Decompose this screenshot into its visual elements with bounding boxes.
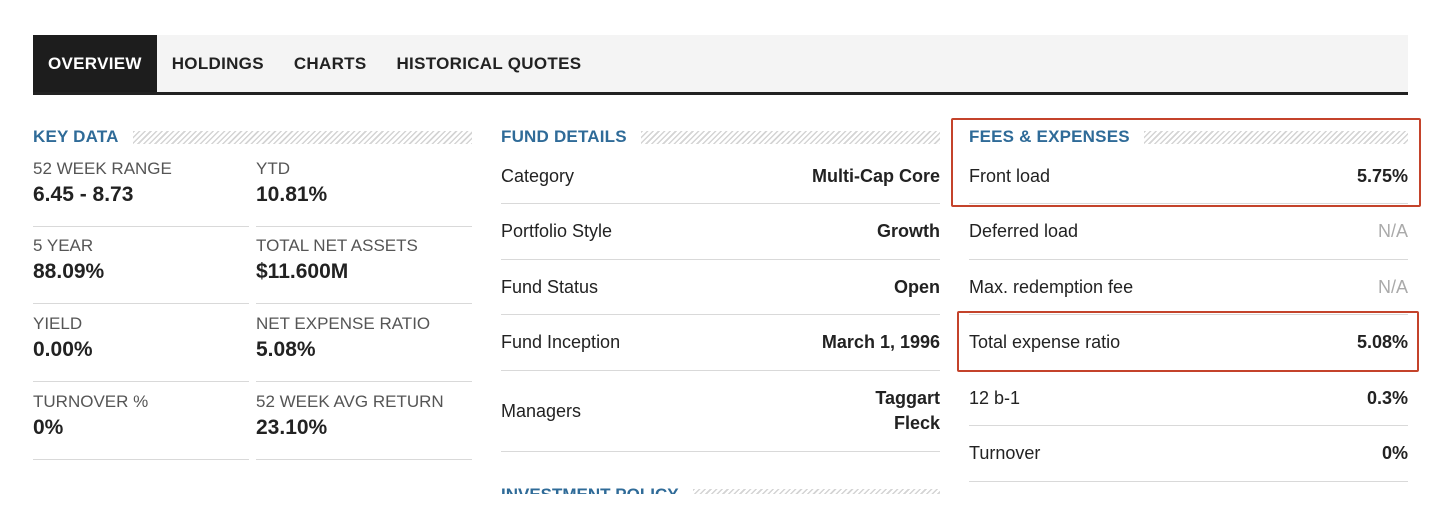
row-label: Deferred load [969,221,1079,241]
key-data-value: $11.600M [256,260,349,283]
key-data-label: 52 WEEK AVG RETURN [256,392,444,411]
key-data-label: TURNOVER % [33,392,149,411]
key-data-label: YTD [256,159,290,178]
key-data-label: TOTAL NET ASSETS [256,236,418,255]
key-data-label: 52 WEEK RANGE [33,159,172,178]
hatch-divider [692,488,940,494]
key-data-yield: YIELD 0.00% [33,308,249,382]
key-data-value: 10.81% [256,183,328,206]
row-label: Front load [969,166,1051,186]
row-value: N/A [1377,221,1408,241]
row-value: 5.08% [1356,332,1408,352]
highlight-box-front-load [951,118,1421,207]
manager-name: Fleck [893,413,940,433]
key-data-value: 0% [33,416,64,439]
row-label: Fund Status [501,276,599,297]
tab-holdings[interactable]: HOLDINGS [171,53,264,73]
fund-details-row-fund-status: Fund Status Open [501,260,940,315]
row-value: Open [893,276,940,297]
fees-row-turnover: Turnover 0% [969,426,1408,482]
row-value: Multi-Cap Core [812,166,940,186]
fund-details-row-managers: Managers Taggart Fleck [501,371,940,452]
key-data-value: 88.09% [33,260,105,283]
row-label: Managers [501,400,582,421]
row-label: Portfolio Style [501,221,613,241]
row-label: Fund Inception [501,332,621,352]
hatch-divider [1143,130,1408,144]
key-data-value: 5.08% [256,338,316,361]
highlight-box-total-expense-ratio [957,311,1419,372]
row-value: March 1, 1996 [821,332,940,352]
manager-name: Taggart [875,388,940,408]
key-data-ytd: YTD 10.81% [256,153,472,227]
key-data-value: 0.00% [33,338,93,361]
key-data-turnover: TURNOVER % 0% [33,386,249,460]
row-label: Max. redemption fee [969,276,1134,297]
tab-bar: OVERVIEW HOLDINGS CHARTS HISTORICAL QUOT… [33,35,1408,95]
fees-expenses-header: FEES & EXPENSES [969,127,1408,147]
key-data-5-year: 5 YEAR 88.09% [33,230,249,304]
row-value: N/A [1377,276,1408,297]
fund-details-row-category: Category Multi-Cap Core [501,150,940,204]
key-data-label: NET EXPENSE RATIO [256,314,431,333]
fund-details-row-portfolio-style: Portfolio Style Growth [501,204,940,260]
investment-policy-header: INVESTMENT POLICY [501,484,940,494]
hatch-divider [132,130,472,144]
row-label: 12 b-1 [969,387,1021,408]
fund-details-title: FUND DETAILS [501,127,627,146]
fund-details-header: FUND DETAILS [501,127,940,147]
row-label: Total expense ratio [969,332,1121,352]
key-data-label: 5 YEAR [33,236,94,255]
key-data-value: 23.10% [256,416,328,439]
key-data-title: KEY DATA [33,127,119,146]
managers-value: Taggart Fleck [875,386,940,436]
hatch-divider [640,130,940,144]
key-data-header: KEY DATA [33,127,472,147]
fees-expenses-title: FEES & EXPENSES [969,127,1130,146]
key-data-label: YIELD [33,314,83,333]
tab-historical-quotes[interactable]: HISTORICAL QUOTES [396,53,582,73]
row-label: Turnover [969,443,1041,463]
key-data-value: 6.45 - 8.73 [33,183,134,206]
fund-details-row-fund-inception: Fund Inception March 1, 1996 [501,315,940,371]
fees-row-deferred-load: Deferred load N/A [969,204,1408,260]
key-data-52-week-range: 52 WEEK RANGE 6.45 - 8.73 [33,153,249,227]
row-value: 0% [1381,443,1408,463]
row-label: Category [501,166,575,186]
tab-charts[interactable]: CHARTS [293,53,367,73]
key-data-52-week-avg-return: 52 WEEK AVG RETURN 23.10% [256,386,472,460]
investment-policy-title: INVESTMENT POLICY [501,485,693,494]
tab-overview[interactable]: OVERVIEW [33,35,157,92]
fees-row-12b-1: 12 b-1 0.3% [969,371,1408,426]
fees-row-max-redemption-fee: Max. redemption fee N/A [969,260,1408,315]
key-data-total-net-assets: TOTAL NET ASSETS $11.600M [256,230,472,304]
row-value: 5.75% [1356,166,1408,186]
row-value: 0.3% [1366,387,1408,408]
row-value: Growth [877,221,940,241]
fees-row-front-load: Front load 5.75% [969,150,1408,204]
key-data-net-expense-ratio: NET EXPENSE RATIO 5.08% [256,308,472,382]
